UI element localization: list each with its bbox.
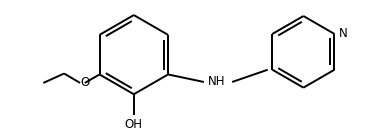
Text: NH: NH	[208, 76, 226, 88]
Text: N: N	[339, 27, 348, 40]
Text: O: O	[80, 76, 89, 89]
Text: OH: OH	[125, 118, 143, 131]
